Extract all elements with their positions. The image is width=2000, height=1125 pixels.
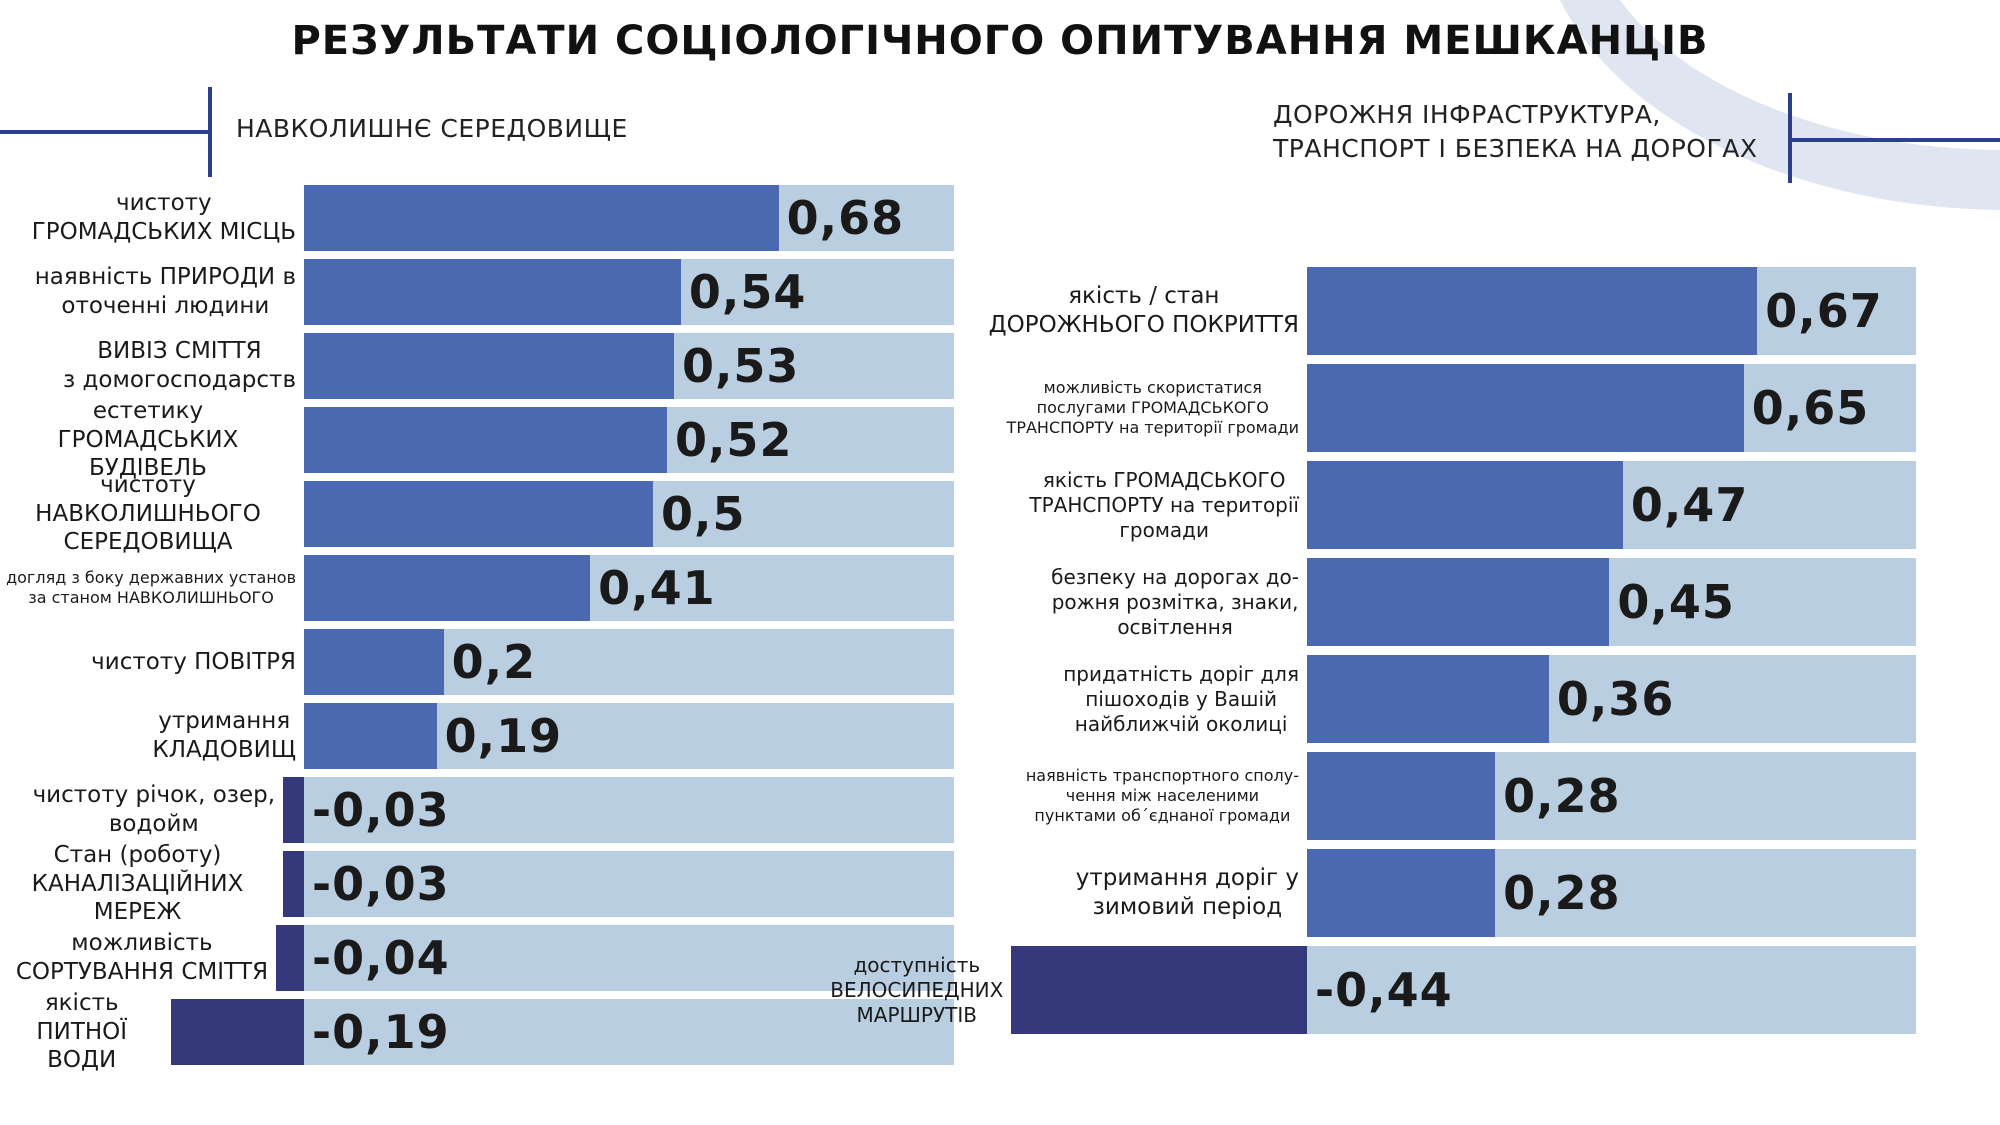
bar <box>1307 655 1549 743</box>
bar <box>304 185 779 251</box>
bar-track <box>304 999 954 1065</box>
bar <box>1307 461 1623 549</box>
value-label: 0,67 <box>1765 284 1883 338</box>
value-label: -0,44 <box>1315 963 1453 1017</box>
category-label: можливість СОРТУВАННЯ СМІТТЯ <box>15 930 269 985</box>
value-label: -0,19 <box>312 1005 450 1059</box>
category-label: утримання КЛАДОВИЩ <box>152 708 296 763</box>
bar <box>1307 558 1610 646</box>
bar <box>1307 849 1496 937</box>
category-label: можливість скористатися послугами ГРОМАД… <box>1006 378 1299 437</box>
page-title: РЕЗУЛЬТАТИ СОЦІОЛОГІЧНОГО ОПИТУВАННЯ МЕШ… <box>291 18 1709 64</box>
arc <box>1560 0 2000 210</box>
bar <box>304 259 681 325</box>
category-label: безпеку на дорогах до- рожня розмітка, з… <box>1051 564 1299 639</box>
category-label: естетику ГРОМАДСЬКИХ БУДІВЕЛЬ <box>57 397 239 482</box>
value-label: 0,45 <box>1617 575 1735 629</box>
value-label: -0,03 <box>312 783 450 837</box>
category-label: чистоту річок, озер, водойм <box>32 782 276 837</box>
category-label: ВИВІЗ СМІТТЯ з домогосподарств <box>62 338 296 393</box>
value-label: 0,54 <box>688 265 807 319</box>
value-label: 0,2 <box>451 635 537 689</box>
category-label: чистоту ПОВІТРЯ <box>91 648 296 675</box>
category-label: доступність ВЕЛОСИПЕДНИХ МАРШРУТІВ <box>830 952 1004 1027</box>
bar <box>1307 752 1496 840</box>
value-label: 0,5 <box>661 487 746 541</box>
value-label: 0,53 <box>681 339 800 393</box>
bar-track <box>1307 946 1916 1034</box>
category-label: якість ПИТНОЇ ВОДИ <box>36 989 128 1074</box>
category-label: утримання доріг у зимовий період <box>1075 865 1299 920</box>
bar <box>1011 946 1307 1034</box>
bar <box>304 703 437 769</box>
value-label: 0,68 <box>786 191 905 245</box>
bar-track <box>304 925 954 991</box>
bar <box>304 481 653 547</box>
value-label: 0,19 <box>444 709 563 763</box>
category-label: якість ГРОМАДСЬКОГО ТРАНСПОРТУ на терито… <box>1029 467 1299 542</box>
value-label: 0,28 <box>1503 769 1621 823</box>
category-label: наявність ПРИРОДИ в оточенні людини <box>34 264 296 319</box>
bar <box>304 629 444 695</box>
category-label: придатність доріг для пішоходів у Вашій … <box>1063 661 1299 736</box>
section-title: НАВКОЛИШНЄ СЕРЕДОВИЩЕ <box>236 114 628 143</box>
value-label: 0,28 <box>1503 866 1621 920</box>
value-label: 0,65 <box>1751 381 1870 435</box>
category-label: чистоту ГРОМАДСЬКИХ МІСЦЬ <box>31 190 296 245</box>
value-label: 0,52 <box>674 413 793 467</box>
bar <box>1307 267 1758 355</box>
bar <box>304 407 667 473</box>
bar <box>304 333 674 399</box>
value-label: 0,36 <box>1556 672 1675 726</box>
bar <box>304 555 591 621</box>
category-label: якість / стан ДОРОЖНЬОГО ПОКРИТТЯ <box>988 283 1299 338</box>
value-label: 0,47 <box>1630 478 1749 532</box>
bar <box>276 925 304 991</box>
category-label: чистоту НАВКОЛИШНЬОГО СЕРЕДОВИЩА <box>35 471 261 556</box>
category-label: догляд з боку державних установ за стано… <box>6 568 296 607</box>
bar <box>1307 364 1744 452</box>
value-label: -0,03 <box>312 857 450 911</box>
bar-track <box>304 851 954 917</box>
bar <box>171 999 304 1065</box>
value-label: -0,04 <box>312 931 450 985</box>
category-label: наявність транспортного сполу- чення між… <box>1025 766 1299 825</box>
bar <box>283 777 304 843</box>
value-label: 0,41 <box>598 561 716 615</box>
category-label: Стан (роботу) КАНАЛІЗАЦІЙНИХ МЕРЕЖ <box>31 841 244 926</box>
bar <box>283 851 304 917</box>
section-title: ДОРОЖНЯ ІНФРАСТРУКТУРА, ТРАНСПОРТ І БЕЗП… <box>1273 100 1758 163</box>
bar-track <box>304 777 954 843</box>
